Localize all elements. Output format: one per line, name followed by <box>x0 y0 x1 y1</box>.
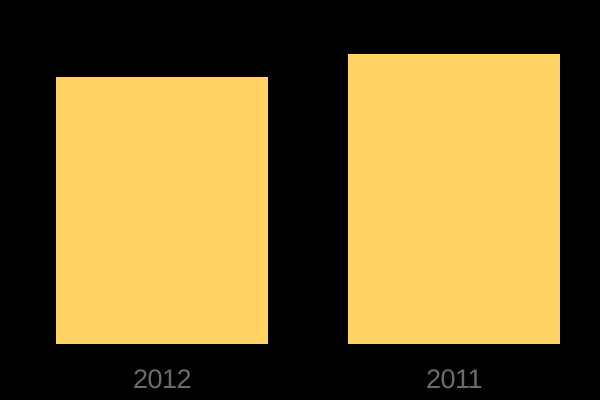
x-tick-label-2012: 2012 <box>132 364 192 394</box>
x-tick-label-2011: 2011 <box>425 364 483 394</box>
bar-2011 <box>348 54 560 344</box>
bar-2012 <box>56 77 268 344</box>
